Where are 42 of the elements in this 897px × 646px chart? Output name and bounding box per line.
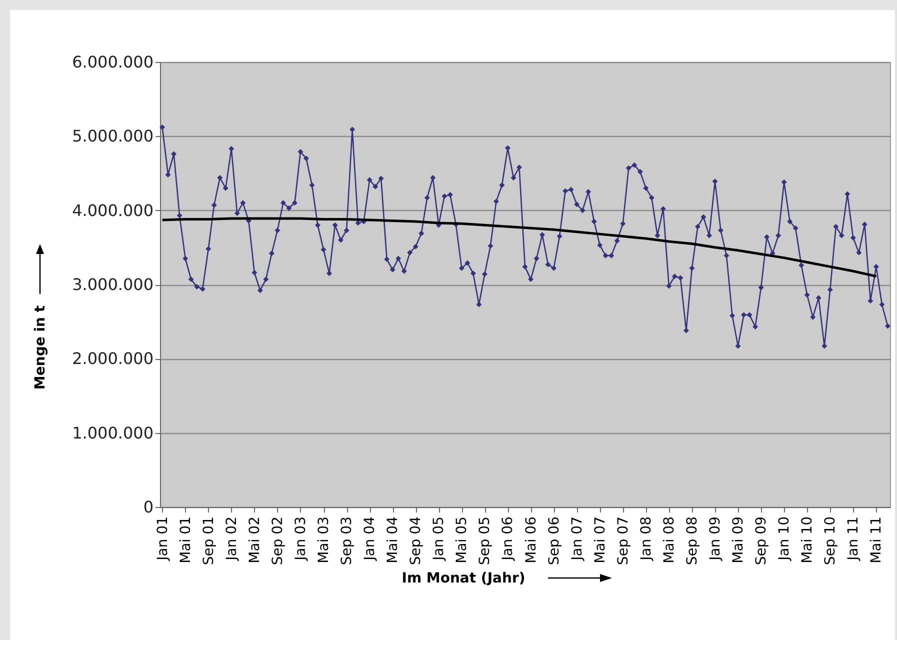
x-axis-title: Im Monat (Jahr) [402,570,526,586]
x-tick-label: Mai 10 [800,516,816,564]
y-tick-label: 6.000.000 [72,52,154,72]
x-tick-label: Jan 02 [224,516,240,562]
y-tick-label: 4.000.000 [72,200,154,220]
x-tick-label: Jan 11 [846,516,862,562]
x-tick-label: Mai 11 [868,516,885,564]
x-tick-label: Sep 08 [684,516,700,566]
x-tick-label: Mai 02 [246,516,263,564]
x-tick-label: Jan 07 [569,516,586,562]
x-tick-label: Jan 03 [292,516,309,562]
x-tick-label: Mai 06 [523,516,540,564]
y-tick-label: 5.000.000 [72,126,154,146]
x-tick-label: Mai 04 [385,516,402,564]
x-tick-label: Sep 03 [339,516,356,566]
x-tick-label: Mai 08 [661,516,678,564]
x-tick-label: Jan 08 [638,516,654,562]
x-tick-label: Mai 09 [730,516,747,564]
x-tick-label: Jan 01 [154,516,171,562]
x-tick-label: Jan 05 [431,516,448,562]
line-series [161,217,878,278]
x-tick-label: Mai 05 [454,516,470,564]
x-tick-label: Sep 06 [546,516,562,566]
x-tick-label: Sep 02 [270,516,286,566]
x-tick-label: Jan 06 [500,516,516,562]
x-tick-label: Mai 07 [592,516,608,564]
x-tick-label: Jan 04 [362,516,378,562]
x-tick-label: Sep 04 [408,516,424,566]
x-tick-label: Sep 10 [822,516,839,566]
x-tick-label: Mai 03 [316,516,332,564]
x-tick-label: Sep 07 [615,516,632,566]
y-tick-label: 0 [143,498,154,516]
x-tick-label: Sep 01 [200,516,217,566]
y-tick-label: 1.000.000 [72,423,154,442]
y-tick-label: 3.000.000 [72,275,154,294]
x-tick-label: Jan 09 [707,516,724,562]
y-tick-label: 2.000.000 [72,349,154,368]
x-tick-label: Sep 09 [754,516,770,566]
x-tick-label: Jan 10 [776,516,793,562]
x-tick-label: Mai 01 [178,516,194,564]
y-axis-title: Menge in t [32,305,48,390]
x-tick-label: Sep 05 [477,516,494,566]
